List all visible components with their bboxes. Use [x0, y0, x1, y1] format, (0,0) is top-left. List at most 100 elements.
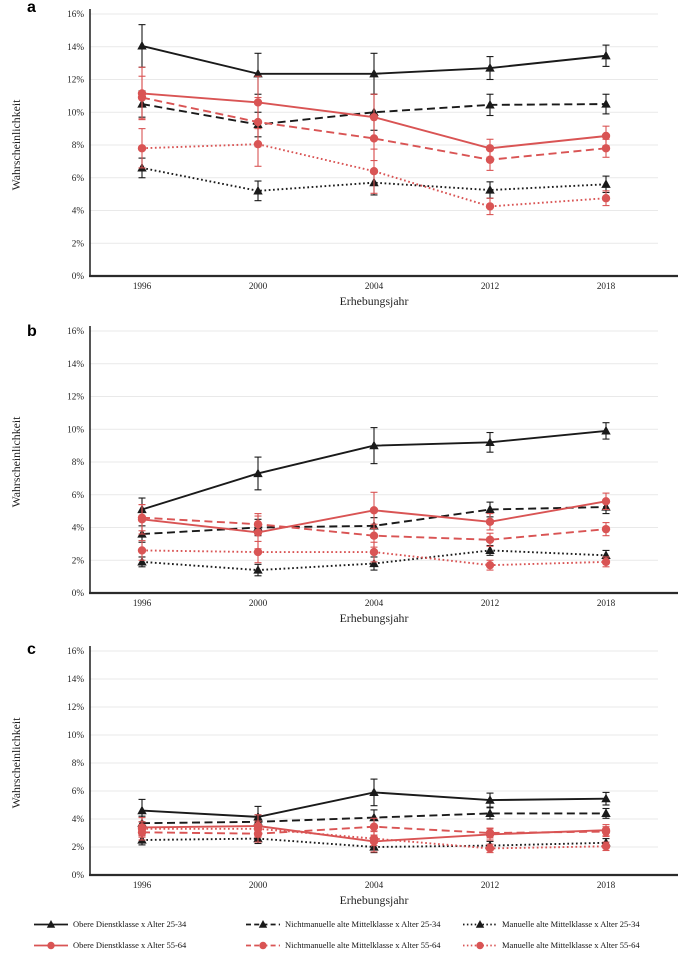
triangle-marker-icon — [137, 40, 147, 50]
circle-marker-icon — [369, 134, 379, 143]
circle-marker-icon — [485, 202, 495, 211]
circle-marker-icon — [485, 535, 495, 544]
x-axis-tick-labels: 1996 2000 2004 2012 2018 — [133, 880, 616, 890]
x-tick-label: 1996 — [133, 880, 152, 890]
legend-item-obere-dienstklasse-x-alter-55-64: Obere Dienstklasse x Alter 55-64 — [33, 939, 186, 951]
x-tick-label: 2018 — [597, 880, 616, 890]
x-tick-label: 2018 — [597, 598, 616, 608]
y-axis-title: Wahrscheinlichkeit — [9, 99, 23, 190]
triangle-marker-icon — [369, 558, 379, 568]
circle-marker-icon — [601, 131, 611, 141]
y-tick-label: 16% — [67, 646, 84, 656]
legend-item-label: Manuelle alte Mittelklasse x Alter 25-34 — [502, 919, 640, 929]
x-axis-tick-labels: 1996 2000 2004 2012 2018 — [133, 281, 616, 291]
legend-item-label: Manuelle alte Mittelklasse x Alter 55-64 — [502, 940, 640, 950]
y-tick-label: 6% — [72, 490, 85, 500]
y-tick-label: 8% — [72, 457, 85, 467]
circle-marker-icon — [601, 144, 611, 153]
circle-marker-icon — [137, 513, 147, 522]
chart-b: 0% 2% 4% 6% 8% 10% 12% 14% 16% 1996 2000 2004 2012 20… — [9, 326, 678, 625]
circle-marker-icon — [601, 557, 611, 567]
x-axis-title: Erhebungsjahr — [340, 294, 409, 308]
y-tick-label: 2% — [72, 238, 85, 248]
circle-marker-icon — [485, 828, 495, 838]
panel-c: c 0% 2% 4% 6% 8% 10% 12% 14% 16% 1996 2000 2004 2012… — [0, 637, 685, 914]
legend-item-obere-dienstklasse-x-alter-25-34: Obere Dienstklasse x Alter 25-34 — [33, 918, 186, 930]
x-tick-label: 2000 — [249, 880, 268, 890]
circle-marker-icon — [601, 497, 611, 506]
x-tick-label: 2004 — [365, 880, 384, 890]
series-nichtmanuelle-alte-mittelklasse-x-alter-55-64 — [137, 504, 611, 548]
y-tick-label: 14% — [67, 359, 84, 369]
circle-marker-icon — [485, 155, 495, 164]
x-axis-title: Erhebungsjahr — [340, 611, 409, 625]
y-tick-label: 6% — [72, 786, 85, 796]
panel-letter-c: c — [27, 641, 36, 658]
circle-marker-icon — [253, 824, 263, 833]
y-tick-label: 0% — [72, 870, 85, 880]
circle-marker-icon — [137, 93, 147, 102]
y-tick-label: 4% — [72, 814, 85, 824]
circle-marker-icon — [253, 547, 263, 557]
x-tick-label: 2000 — [249, 281, 268, 291]
x-tick-label: 2012 — [481, 880, 500, 890]
triangle-marker-icon — [485, 795, 495, 804]
circle-marker-icon — [369, 834, 379, 843]
y-tick-label: 2% — [72, 555, 85, 565]
y-tick-label: 12% — [67, 392, 84, 402]
panel-letter-b: b — [27, 323, 37, 340]
triangle-marker-icon — [485, 185, 495, 194]
y-axis-tick-labels: 0% 2% 4% 6% 8% 10% 12% 14% 16% — [67, 646, 84, 880]
triangle-marker-icon — [369, 440, 379, 450]
circle-marker-icon — [485, 844, 495, 853]
panel-b: b 0% 2% 4% 6% 8% 10% 12% 14% 16% 1996 2000 2004 2012… — [0, 315, 685, 637]
chart-a: 0% 2% 4% 6% 8% 10% 12% 14% 16% 1996 2000 2004 2012 20… — [9, 9, 678, 308]
legend-item-nichtmanuelle-alte-mittelklasse-x-alter-25-34: Nichtmanuelle alte Mittelklasse x Alter … — [245, 918, 441, 930]
y-tick-label: 16% — [67, 9, 84, 19]
triangle-marker-icon — [253, 468, 263, 478]
triangle-marker-icon — [601, 50, 611, 60]
circle-marker-icon — [369, 531, 379, 540]
triangle-marker-icon — [601, 425, 611, 435]
x-axis-tick-labels: 1996 2000 2004 2012 2018 — [133, 598, 616, 608]
panel-a: a 0% 2% 4% 6% 8% 10% 12% 14% 16% 1996 2000 2004 2012… — [0, 0, 685, 315]
triangle-marker-icon — [485, 504, 495, 514]
triangle-marker-icon — [253, 68, 263, 78]
y-tick-label: 4% — [72, 523, 85, 533]
y-axis-title: Wahrscheinlichkeit — [9, 717, 23, 808]
y-tick-label: 10% — [67, 424, 84, 434]
triangle-marker-icon — [253, 565, 263, 574]
circle-marker-icon — [485, 560, 495, 570]
legend-dotted-circle-icon — [463, 941, 497, 950]
legend-item-manuelle-alte-mittelklasse-x-alter-25-34: Manuelle alte Mittelklasse x Alter 25-34 — [462, 918, 640, 930]
triangle-marker-icon — [253, 185, 263, 195]
y-tick-label: 14% — [67, 42, 84, 52]
axes — [89, 326, 678, 595]
axes — [89, 646, 678, 877]
circle-marker-icon — [137, 144, 147, 153]
triangle-marker-icon — [485, 63, 495, 72]
triangle-marker-icon — [369, 68, 379, 78]
y-tick-label: 8% — [72, 140, 85, 150]
triangle-marker-icon — [485, 808, 495, 817]
y-axis-title: Wahrscheinlichkeit — [9, 416, 23, 507]
y-tick-label: 16% — [67, 326, 84, 336]
triangle-marker-icon — [369, 787, 379, 796]
y-tick-label: 4% — [72, 206, 85, 216]
triangle-marker-icon — [485, 99, 495, 109]
circle-marker-icon — [601, 194, 611, 203]
y-tick-label: 12% — [67, 702, 84, 712]
axes — [89, 9, 678, 278]
circle-marker-icon — [601, 524, 611, 534]
x-tick-label: 2018 — [597, 281, 616, 291]
circle-marker-icon — [485, 517, 495, 526]
y-tick-label: 0% — [72, 271, 85, 281]
y-tick-label: 12% — [67, 75, 84, 85]
legend-dashed-triangle-icon — [246, 920, 280, 928]
circle-marker-icon — [601, 842, 611, 851]
triangle-marker-icon — [369, 812, 379, 822]
circle-marker-icon — [601, 827, 611, 836]
y-tick-label: 2% — [72, 842, 85, 852]
y-tick-label: 8% — [72, 758, 85, 768]
legend-solid-triangle-icon — [34, 920, 68, 928]
